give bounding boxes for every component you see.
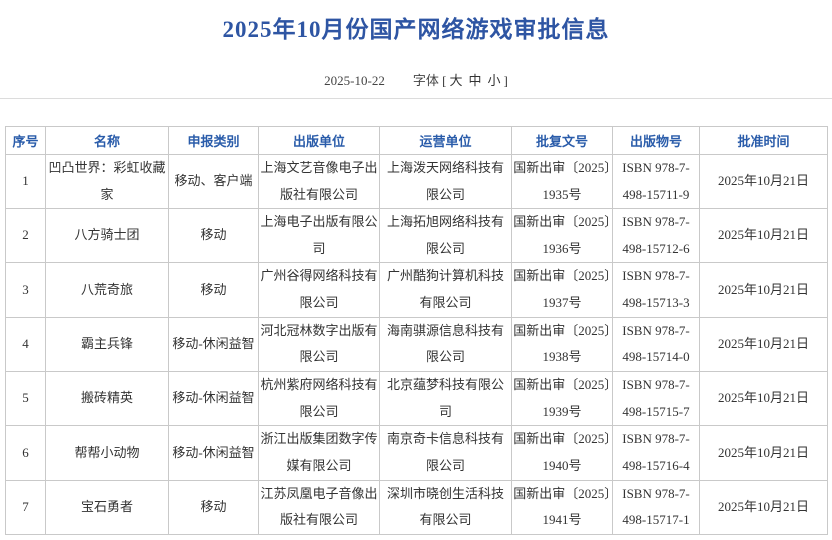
font-size-medium[interactable]: 中 [468, 72, 482, 88]
cell-approval-no: 国新出审〔2025〕1941号 [511, 479, 613, 535]
col-header-seq: 序号 [5, 125, 46, 155]
font-size-label: 字体 [412, 72, 439, 88]
cell-approved-date: 2025年10月21日 [699, 208, 828, 264]
cell-isbn: ISBN 978-7-498-15713-3 [612, 262, 700, 318]
cell-publisher: 河北冠林数字出版有限公司 [258, 316, 380, 373]
cell-category: 移动-休闲益智 [168, 316, 259, 373]
cell-game-name: 宝石勇者 [45, 479, 169, 535]
cell-category: 移动、客户端 [168, 153, 259, 210]
cell-operator: 北京蕴梦科技有限公司 [379, 371, 512, 427]
font-size-small[interactable]: 小 [487, 72, 501, 88]
table-row: 3 八荒奇旅 移动 广州谷得网络科技有限公司 广州酷狗计算机科技有限公司 国新出… [5, 262, 828, 318]
publish-date: 2025-10-22 [324, 72, 385, 88]
cell-category: 移动-休闲益智 [168, 425, 259, 481]
cell-seq: 3 [5, 262, 46, 318]
table-row: 4 霸主兵锋 移动-休闲益智 河北冠林数字出版有限公司 海南骐源信息科技有限公司… [5, 316, 828, 373]
cell-approval-no: 国新出审〔2025〕1940号 [511, 425, 613, 481]
bracket-close: ] [503, 72, 508, 88]
table-header-row: 序号 名称 申报类别 出版单位 运营单位 批复文号 出版物号 批准时间 [5, 125, 828, 155]
cell-approval-no: 国新出审〔2025〕1939号 [511, 371, 613, 427]
cell-seq: 5 [5, 371, 46, 427]
approval-table: 序号 名称 申报类别 出版单位 运营单位 批复文号 出版物号 批准时间 1 凹凸… [5, 125, 828, 535]
cell-game-name: 八荒奇旅 [45, 262, 169, 318]
cell-approval-no: 国新出审〔2025〕1937号 [511, 262, 613, 318]
cell-approval-no: 国新出审〔2025〕1938号 [511, 316, 613, 373]
cell-game-name: 霸主兵锋 [45, 316, 169, 373]
cell-seq: 7 [5, 479, 46, 535]
col-header-approved-date: 批准时间 [699, 125, 828, 155]
cell-operator: 上海拓旭网络科技有限公司 [379, 208, 512, 264]
cell-isbn: ISBN 978-7-498-15712-6 [612, 208, 700, 264]
table-row: 1 凹凸世界：彩虹收藏家 移动、客户端 上海文艺音像电子出版社有限公司 上海泼天… [5, 153, 828, 210]
col-header-category: 申报类别 [168, 125, 259, 155]
cell-game-name: 凹凸世界：彩虹收藏家 [45, 153, 169, 210]
cell-isbn: ISBN 978-7-498-15714-0 [612, 316, 700, 373]
col-header-operator: 运营单位 [379, 125, 512, 155]
cell-category: 移动 [168, 479, 259, 535]
cell-publisher: 上海文艺音像电子出版社有限公司 [258, 153, 380, 210]
table-row: 6 帮帮小动物 移动-休闲益智 浙江出版集团数字传媒有限公司 南京奇卡信息科技有… [5, 425, 828, 481]
approval-table-body: 1 凹凸世界：彩虹收藏家 移动、客户端 上海文艺音像电子出版社有限公司 上海泼天… [5, 153, 828, 535]
cell-approved-date: 2025年10月21日 [699, 262, 828, 318]
cell-publisher: 杭州紫府网络科技有限公司 [258, 371, 380, 427]
cell-approved-date: 2025年10月21日 [699, 425, 828, 481]
cell-approval-no: 国新出审〔2025〕1936号 [511, 208, 613, 264]
cell-approved-date: 2025年10月21日 [699, 316, 828, 373]
cell-category: 移动-休闲益智 [168, 371, 259, 427]
cell-game-name: 搬砖精英 [45, 371, 169, 427]
page-title: 2025年10月份国产网络游戏审批信息 [222, 17, 610, 42]
cell-isbn: ISBN 978-7-498-15717-1 [612, 479, 700, 535]
table-row: 7 宝石勇者 移动 江苏凤凰电子音像出版社有限公司 深圳市晓创生活科技有限公司 … [5, 479, 828, 535]
cell-seq: 6 [5, 425, 46, 481]
col-header-publisher: 出版单位 [258, 125, 380, 155]
cell-game-name: 帮帮小动物 [45, 425, 169, 481]
cell-operator: 海南骐源信息科技有限公司 [379, 316, 512, 373]
col-header-approval-no: 批复文号 [511, 125, 613, 155]
cell-game-name: 八方骑士团 [45, 208, 169, 264]
cell-operator: 广州酷狗计算机科技有限公司 [379, 262, 512, 318]
table-row: 5 搬砖精英 移动-休闲益智 杭州紫府网络科技有限公司 北京蕴梦科技有限公司 国… [5, 371, 828, 427]
cell-approved-date: 2025年10月21日 [699, 371, 828, 427]
cell-isbn: ISBN 978-7-498-15716-4 [612, 425, 700, 481]
font-size-control: 字体 [大中小] [413, 73, 508, 88]
cell-category: 移动 [168, 262, 259, 318]
font-size-large[interactable]: 大 [449, 72, 463, 88]
cell-operator: 南京奇卡信息科技有限公司 [379, 425, 512, 481]
cell-seq: 4 [5, 316, 46, 373]
cell-publisher: 广州谷得网络科技有限公司 [258, 262, 380, 318]
cell-publisher: 上海电子出版有限公司 [258, 208, 380, 264]
cell-approval-no: 国新出审〔2025〕1935号 [511, 153, 613, 210]
table-row: 2 八方骑士团 移动 上海电子出版有限公司 上海拓旭网络科技有限公司 国新出审〔… [5, 208, 828, 264]
cell-seq: 1 [5, 153, 46, 210]
cell-approved-date: 2025年10月21日 [699, 153, 828, 210]
cell-publisher: 浙江出版集团数字传媒有限公司 [258, 425, 380, 481]
cell-operator: 上海泼天网络科技有限公司 [379, 153, 512, 210]
bracket-open: [ [442, 72, 447, 88]
col-header-isbn: 出版物号 [612, 125, 700, 155]
cell-isbn: ISBN 978-7-498-15711-9 [612, 153, 700, 210]
col-header-name: 名称 [45, 125, 169, 155]
cell-isbn: ISBN 978-7-498-15715-7 [612, 371, 700, 427]
meta-bar: 2025-10-22 字体 [大中小] [0, 70, 832, 89]
cell-publisher: 江苏凤凰电子音像出版社有限公司 [258, 479, 380, 535]
cell-approved-date: 2025年10月21日 [699, 479, 828, 535]
cell-seq: 2 [5, 208, 46, 264]
cell-operator: 深圳市晓创生活科技有限公司 [379, 479, 512, 535]
cell-category: 移动 [168, 208, 259, 264]
divider [0, 97, 832, 99]
